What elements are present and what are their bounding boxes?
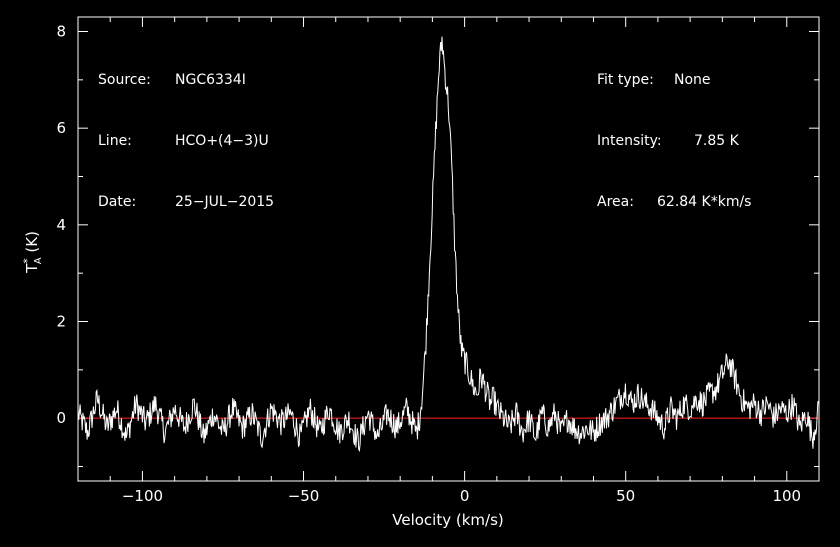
info-value: None xyxy=(674,72,711,88)
y-axis-label-symbol: T xyxy=(23,263,41,274)
info-row-intensity: Intensity: 7.85 K xyxy=(597,132,751,150)
y-tick-label: 2 xyxy=(56,313,66,331)
x-axis-label: Velocity (km/s) xyxy=(392,511,503,529)
info-value: 7.85 K xyxy=(694,133,739,149)
info-label: Intensity: xyxy=(597,133,662,149)
info-label: Date: xyxy=(98,194,137,210)
info-label: Line: xyxy=(98,133,132,149)
plot-frame xyxy=(77,16,820,482)
info-row-fit-type: Fit type: None xyxy=(597,71,751,89)
info-row-date: Date: 25−JUL−2015 xyxy=(98,193,274,211)
x-tick-label: −100 xyxy=(122,487,163,505)
info-value: 25−JUL−2015 xyxy=(175,194,275,210)
svg-text:T*A (K): T*A (K) xyxy=(21,231,44,274)
y-axis-label-unit: (K) xyxy=(23,231,41,257)
y-axis-label-sub: A xyxy=(33,257,44,264)
y-axis-label-sup: * xyxy=(21,258,34,264)
y-tick-label: 4 xyxy=(56,216,66,234)
info-row-source: Source: NGC6334I xyxy=(98,71,274,89)
info-value: 62.84 K*km/s xyxy=(657,194,752,210)
info-right: Fit type: None Intensity: 7.85 K Area: 62.8… xyxy=(597,35,751,229)
spectrum-line xyxy=(77,36,820,453)
info-row-line: Line: HCO+(4−3)U xyxy=(98,132,274,150)
x-tick-label: 100 xyxy=(772,487,801,505)
x-tick-label: 0 xyxy=(460,487,470,505)
y-axis-label: T*A (K) xyxy=(21,231,44,274)
x-ticks: −100 −50 0 50 100 xyxy=(77,17,820,505)
info-label: Fit type: xyxy=(597,72,654,88)
x-tick-label: 50 xyxy=(616,487,635,505)
info-row-area: Area: 62.84 K*km/s xyxy=(597,193,751,211)
y-tick-label: 6 xyxy=(56,119,66,137)
y-ticks: 0 2 4 6 8 xyxy=(56,23,819,467)
y-tick-label: 8 xyxy=(56,23,66,41)
y-tick-label: 0 xyxy=(56,409,66,427)
info-left: Source: NGC6334I Line: HCO+(4−3)U Date: 25−… xyxy=(98,35,274,229)
info-value: NGC6334I xyxy=(175,72,246,88)
info-value: HCO+(4−3)U xyxy=(175,133,269,149)
info-label: Source: xyxy=(98,72,151,88)
x-tick-label: −50 xyxy=(288,487,320,505)
info-label: Area: xyxy=(597,194,634,210)
